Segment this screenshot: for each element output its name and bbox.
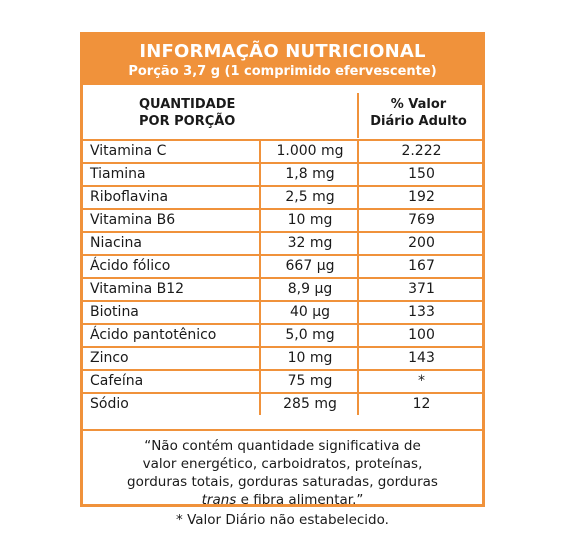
table-row: Tiamina 1,8 mg 150	[83, 162, 482, 185]
nutrient-amount: 5,0 mg	[259, 325, 359, 346]
disclaimer-note: “Não contém quantidade significativa de …	[83, 429, 482, 509]
note-line: gorduras totais, gorduras saturadas, gor…	[127, 474, 438, 490]
nutrient-daily-value: 150	[357, 164, 484, 185]
note-line-last: trans e fibra alimentar.”	[83, 491, 482, 509]
header-divider	[357, 93, 359, 138]
nutrient-amount: 10 mg	[259, 210, 359, 231]
table-row: Riboflavina 2,5 mg 192	[83, 185, 482, 208]
note-line: valor energético, carboidratos, proteína…	[142, 456, 423, 472]
nutrient-amount: 32 mg	[259, 233, 359, 254]
quantity-header-line2: POR PORÇÃO	[139, 114, 236, 129]
footnote: * Valor Diário não estabelecido.	[176, 512, 389, 528]
note-italic-trans: trans	[201, 492, 237, 508]
nutrient-amount: 1.000 mg	[259, 141, 359, 162]
table-row: Ácido pantotênico 5,0 mg 100	[83, 323, 482, 346]
table-row: Vitamina B6 10 mg 769	[83, 208, 482, 231]
nutrient-amount: 285 mg	[259, 394, 359, 415]
nutrient-amount: 1,8 mg	[259, 164, 359, 185]
nutrient-daily-value: 192	[357, 187, 484, 208]
quantity-column-header: QUANTIDADE POR PORÇÃO	[139, 96, 299, 130]
nutrient-daily-value: 167	[357, 256, 484, 277]
nutrient-daily-value: 143	[357, 348, 484, 369]
nutrient-daily-value: 2.222	[357, 141, 484, 162]
nutrient-daily-value: 100	[357, 325, 484, 346]
nutrient-daily-value: 133	[357, 302, 484, 323]
nutrient-daily-value: 371	[357, 279, 484, 300]
nutrient-amount: 2,5 mg	[259, 187, 359, 208]
nutrient-amount: 10 mg	[259, 348, 359, 369]
nutrient-daily-value: *	[357, 371, 484, 392]
daily-value-column-header: % Valor Diário Adulto	[361, 96, 476, 130]
nutrition-header: INFORMAÇÃO NUTRICIONAL Porção 3,7 g (1 c…	[83, 35, 482, 85]
table-row: Biotina 40 µg 133	[83, 300, 482, 323]
nutrient-name: Vitamina C	[90, 143, 167, 159]
nutrient-name: Ácido pantotênico	[90, 327, 217, 343]
nutrient-name: Niacina	[90, 235, 142, 251]
dv-header-line1: % Valor	[390, 97, 447, 112]
table-row: Cafeína 75 mg *	[83, 369, 482, 392]
nutrient-name: Riboflavina	[90, 189, 169, 205]
note-line: “Não contém quantidade significativa de	[144, 438, 421, 454]
nutrient-name: Tiamina	[90, 166, 146, 182]
table-row: Niacina 32 mg 200	[83, 231, 482, 254]
nutrient-rows: Vitamina C 1.000 mg 2.222 Tiamina 1,8 mg…	[83, 139, 482, 415]
nutrient-name: Zinco	[90, 350, 129, 366]
quantity-header-line1: QUANTIDADE	[139, 97, 236, 112]
table-row: Vitamina B12 8,9 µg 371	[83, 277, 482, 300]
nutrient-amount: 75 mg	[259, 371, 359, 392]
nutrient-amount: 8,9 µg	[259, 279, 359, 300]
nutrient-name: Vitamina B12	[90, 281, 185, 297]
nutrient-name: Cafeína	[90, 373, 144, 389]
table-row: Sódio 285 mg 12	[83, 392, 482, 415]
nutrient-daily-value: 769	[357, 210, 484, 231]
dv-header-line2: Diário Adulto	[370, 114, 467, 129]
nutrient-name: Biotina	[90, 304, 139, 320]
nutrition-title: INFORMAÇÃO NUTRICIONAL	[139, 41, 426, 62]
serving-size: Porção 3,7 g (1 comprimido efervescente)	[128, 64, 437, 79]
nutrient-name: Vitamina B6	[90, 212, 176, 228]
table-row: Ácido fólico 667 µg 167	[83, 254, 482, 277]
nutrient-amount: 667 µg	[259, 256, 359, 277]
note-line-rest: e fibra alimentar.”	[236, 492, 364, 508]
nutrient-name: Ácido fólico	[90, 258, 171, 274]
nutrient-daily-value: 12	[357, 394, 484, 415]
nutrient-amount: 40 µg	[259, 302, 359, 323]
table-row: Vitamina C 1.000 mg 2.222	[83, 139, 482, 162]
table-row: Zinco 10 mg 143	[83, 346, 482, 369]
nutrition-facts-panel: INFORMAÇÃO NUTRICIONAL Porção 3,7 g (1 c…	[80, 32, 485, 509]
nutrient-daily-value: 200	[357, 233, 484, 254]
nutrient-name: Sódio	[90, 396, 129, 412]
